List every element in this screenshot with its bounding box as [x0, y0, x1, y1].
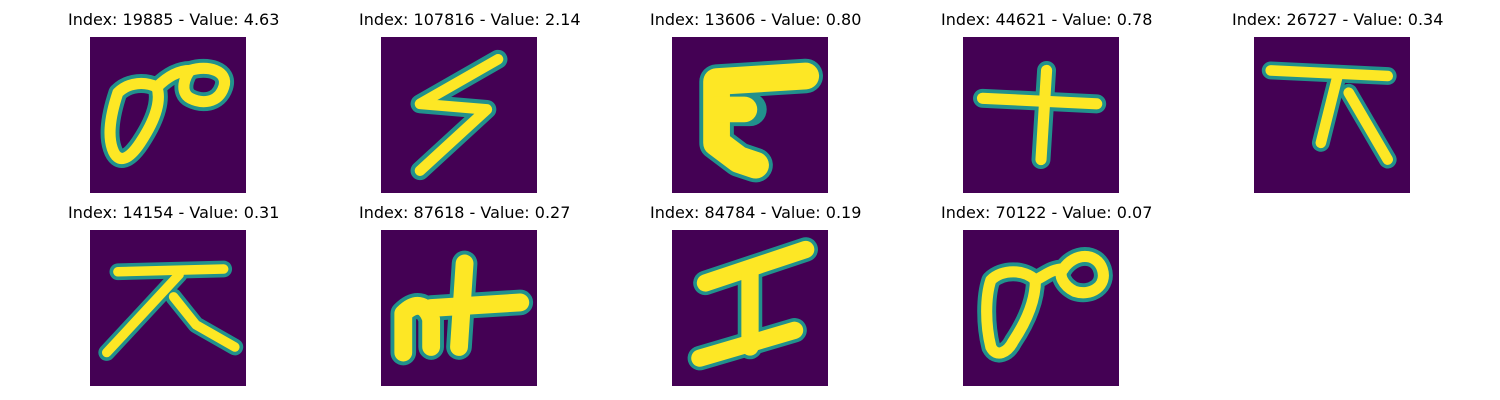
lightning-glyph-icon	[381, 37, 537, 193]
panel-9: Index: 70122 - Value: 0.07	[941, 203, 1153, 388]
panel-title: Index: 70122 - Value: 0.07	[941, 203, 1153, 222]
panel-8: Index: 84784 - Value: 0.19	[650, 203, 862, 388]
panel-5: Index: 26727 - Value: 0.34	[1232, 10, 1444, 195]
panel-4: Index: 44621 - Value: 0.78	[941, 10, 1153, 195]
panel-title: Index: 13606 - Value: 0.80	[650, 10, 862, 29]
panel-7: Index: 87618 - Value: 0.27	[359, 203, 571, 388]
loop-figure-icon	[963, 230, 1119, 386]
panel-3: Index: 13606 - Value: 0.80	[650, 10, 862, 195]
bracket-glyph-icon	[672, 37, 828, 193]
panel-title: Index: 14154 - Value: 0.31	[68, 203, 280, 222]
i-beam-glyph-icon	[672, 230, 828, 386]
panel-title: Index: 107816 - Value: 2.14	[359, 10, 581, 29]
bar-legs-glyph-icon	[1254, 37, 1410, 193]
bar-legs-glyph-icon	[90, 230, 246, 386]
panel-title: Index: 84784 - Value: 0.19	[650, 203, 862, 222]
panel-6: Index: 14154 - Value: 0.31	[68, 203, 280, 388]
loop-figure-icon	[90, 37, 246, 193]
panel-title: Index: 26727 - Value: 0.34	[1232, 10, 1444, 29]
hook-cross-glyph-icon	[381, 230, 537, 386]
panel-title: Index: 44621 - Value: 0.78	[941, 10, 1153, 29]
panel-title: Index: 19885 - Value: 4.63	[68, 10, 280, 29]
panel-title: Index: 87618 - Value: 0.27	[359, 203, 571, 222]
panel-1: Index: 19885 - Value: 4.63	[68, 10, 280, 195]
cross-glyph-icon	[963, 37, 1119, 193]
panel-2: Index: 107816 - Value: 2.14	[359, 10, 581, 195]
